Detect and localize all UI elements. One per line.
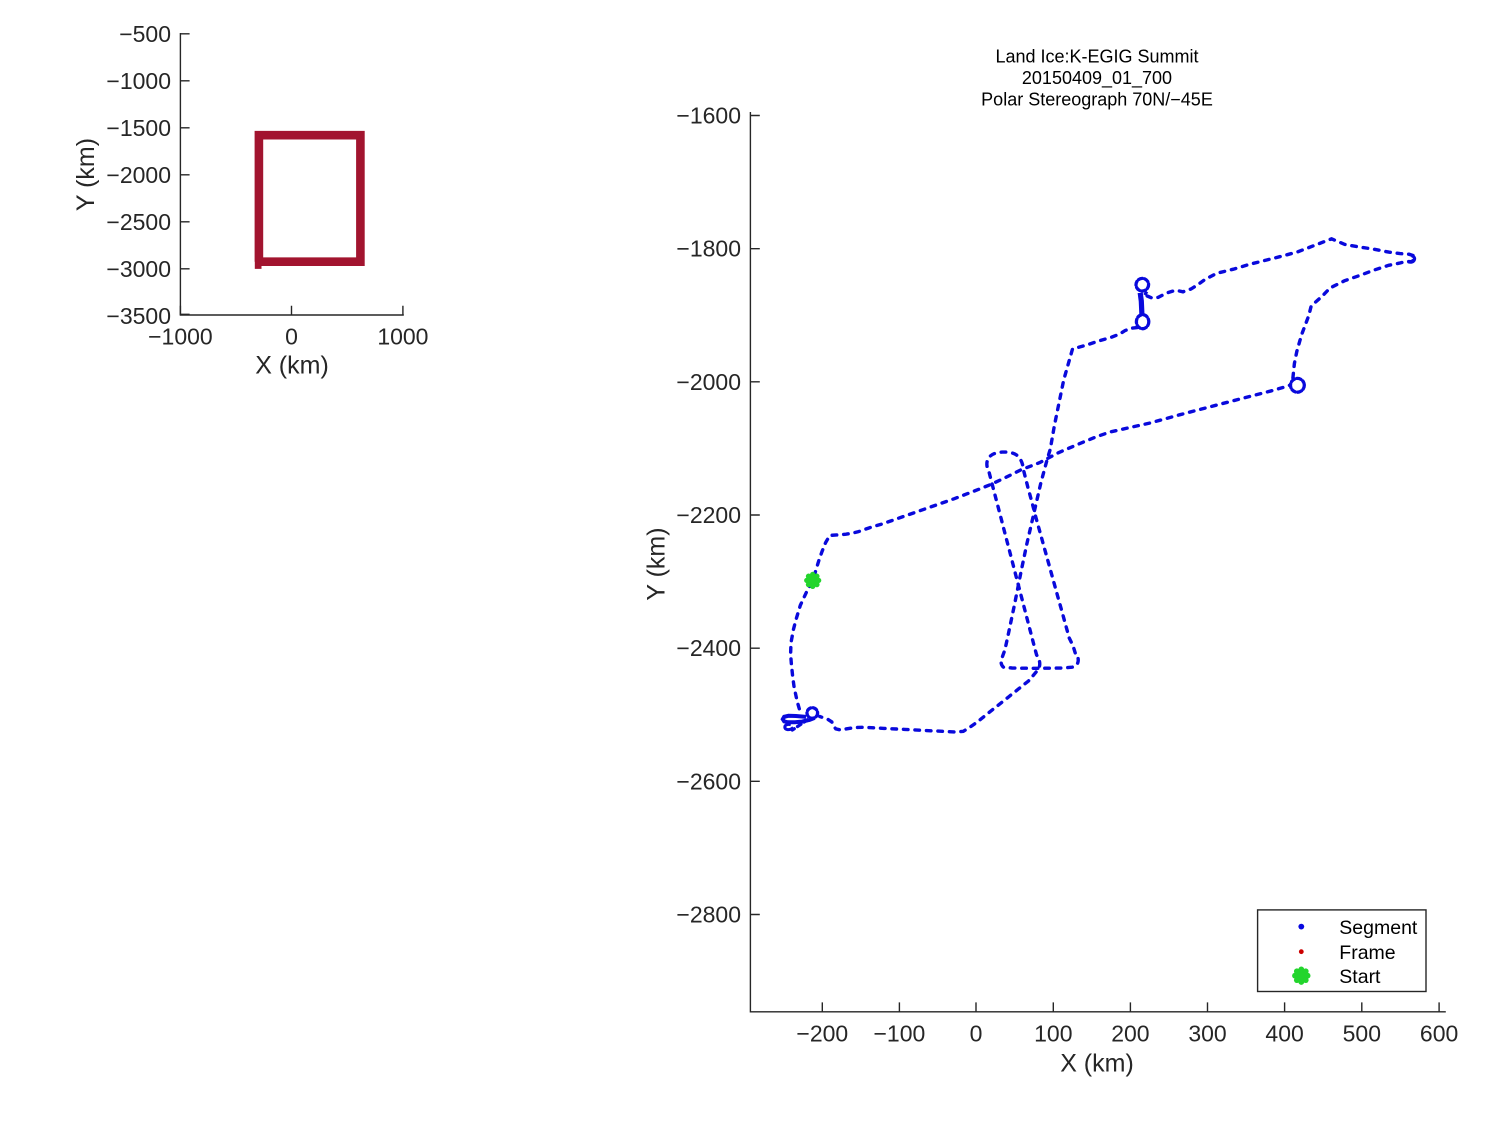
svg-text:−1500: −1500 [106,115,171,141]
svg-text:Y (km): Y (km) [643,527,671,600]
svg-text:−500: −500 [119,21,171,47]
svg-text:600: 600 [1420,1021,1458,1047]
svg-text:−2400: −2400 [676,635,741,661]
svg-text:−1000: −1000 [148,323,213,349]
svg-text:400: 400 [1265,1021,1303,1047]
svg-text:−2500: −2500 [106,209,171,235]
svg-text:0: 0 [285,323,298,349]
svg-text:−1800: −1800 [676,236,741,262]
svg-text:−3500: −3500 [106,303,171,329]
svg-text:0: 0 [970,1021,983,1047]
svg-text:−2800: −2800 [676,902,741,928]
svg-text:100: 100 [1034,1021,1072,1047]
svg-text:1000: 1000 [377,323,428,349]
svg-text:−1600: −1600 [676,103,741,129]
svg-text:500: 500 [1343,1021,1381,1047]
svg-text:−3000: −3000 [106,256,171,282]
svg-text:−2600: −2600 [676,768,741,794]
svg-text:Start: Start [1339,966,1381,988]
svg-text:−1000: −1000 [106,68,171,94]
svg-text:X (km): X (km) [255,352,329,380]
svg-text:Frame: Frame [1339,942,1395,964]
svg-text:−2200: −2200 [676,502,741,528]
svg-text:20150409_01_700: 20150409_01_700 [1022,68,1172,89]
svg-text:X (km): X (km) [1060,1050,1134,1078]
svg-text:Polar Stereograph 70N/−45E: Polar Stereograph 70N/−45E [981,89,1213,109]
svg-text:Segment: Segment [1339,917,1418,939]
svg-text:−2000: −2000 [106,162,171,188]
svg-text:−2000: −2000 [676,369,741,395]
svg-text:200: 200 [1111,1021,1149,1047]
svg-text:300: 300 [1188,1021,1226,1047]
svg-text:Y (km): Y (km) [72,138,100,211]
svg-text:−100: −100 [873,1021,925,1047]
svg-text:−200: −200 [796,1021,848,1047]
svg-text:Land Ice:K-EGIG Summit: Land Ice:K-EGIG Summit [995,47,1198,67]
